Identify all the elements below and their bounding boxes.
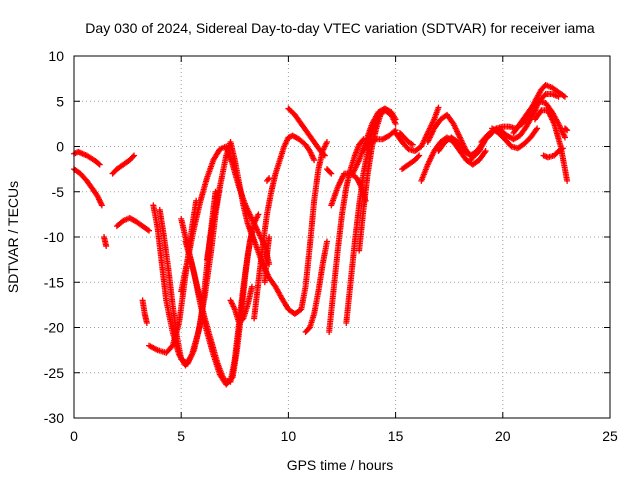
data-point-marker: [311, 157, 318, 164]
series-arc-17: [261, 234, 273, 286]
series-arc-39: [540, 145, 566, 161]
x-axis-label: GPS time / hours: [287, 457, 394, 473]
data-point-marker: [561, 134, 568, 141]
y-tick-label: -20: [44, 320, 64, 336]
data-point-marker: [266, 234, 273, 240]
series-arc-1: [71, 148, 103, 168]
data-point-marker: [534, 125, 541, 132]
series-arc-2: [71, 166, 105, 209]
data-point-marker: [129, 153, 136, 160]
y-tick-label: -10: [44, 229, 64, 245]
y-tick-label: 5: [56, 93, 64, 109]
data-point-marker: [533, 126, 540, 133]
series-arc-30: [399, 152, 423, 173]
series-arc-6: [139, 297, 150, 326]
data-point-marker: [321, 152, 328, 159]
data-point-marker: [564, 127, 571, 134]
data-point-marker: [555, 93, 562, 100]
data-point-marker: [98, 202, 105, 209]
data-point-marker: [144, 226, 151, 233]
data-point-marker: [143, 319, 150, 326]
series-arc-37: [510, 98, 568, 141]
data-point-marker: [131, 152, 138, 159]
data-point-marker: [255, 211, 262, 218]
data-point-marker: [320, 151, 327, 158]
series-arc-26: [349, 105, 399, 177]
data-point-marker: [96, 161, 103, 168]
x-tick-label: 15: [388, 428, 404, 444]
data-point-marker: [327, 169, 334, 176]
data-point-marker: [328, 170, 335, 177]
data-point-marker: [541, 92, 548, 99]
y-axis-label: SDTVAR / TECUs: [5, 181, 21, 293]
series-arc-22: [326, 136, 367, 336]
data-point-marker: [563, 126, 570, 133]
series-arc-19: [285, 105, 328, 159]
data-point-marker: [560, 92, 567, 99]
series-arc-40: [561, 125, 571, 134]
series-arc-29: [396, 129, 416, 148]
series-arc-8: [156, 188, 219, 367]
data-point-marker: [481, 149, 488, 156]
data-point-marker: [103, 243, 110, 250]
y-tick-label: -30: [44, 410, 64, 426]
x-tick-label: 25: [602, 428, 618, 444]
data-point-marker: [323, 238, 330, 245]
data-point-marker: [95, 160, 102, 167]
data-point-marker: [559, 145, 566, 152]
data-point-marker: [409, 141, 416, 148]
x-tick-label: 0: [70, 428, 78, 444]
tick-labels: 0 5 10 15 20 25 10 5 0 -5 -10 -15 -20 -25 -30: [44, 48, 618, 444]
series-arc-18: [263, 175, 273, 184]
data-point-marker: [561, 93, 568, 100]
data-point-marker: [266, 175, 273, 182]
series-arc-27: [360, 127, 399, 155]
series-arc-16: [251, 132, 318, 322]
data-point-marker: [564, 177, 571, 184]
data-marks: [71, 81, 571, 388]
series-arc-3: [101, 234, 110, 250]
data-point-marker: [146, 227, 153, 234]
data-point-marker: [323, 138, 330, 145]
y-tick-label: -15: [44, 274, 64, 290]
data-point-marker: [435, 104, 442, 111]
series-arc-5: [113, 214, 153, 234]
series-arc-20: [302, 238, 330, 336]
series-arc-14: [227, 283, 255, 326]
series-arc-21: [323, 166, 335, 177]
y-tick-label: -25: [44, 365, 64, 381]
plot-frame: [73, 55, 611, 419]
series-arc-4: [109, 152, 138, 177]
data-point-marker: [248, 283, 255, 290]
y-tick-label: 10: [48, 48, 64, 64]
x-tick-label: 10: [281, 428, 297, 444]
data-point-marker: [392, 116, 399, 123]
y-tick-label: -5: [52, 184, 65, 200]
chart-title: Day 030 of 2024, Sidereal Day-to-day VTE…: [85, 20, 595, 36]
x-tick-label: 20: [495, 428, 511, 444]
series-arc-36: [489, 125, 541, 152]
x-tick-label: 5: [177, 428, 185, 444]
y-tick-label: 0: [56, 139, 64, 155]
data-point-marker: [482, 148, 489, 155]
data-point-marker: [415, 153, 422, 160]
data-point-marker: [416, 152, 423, 159]
